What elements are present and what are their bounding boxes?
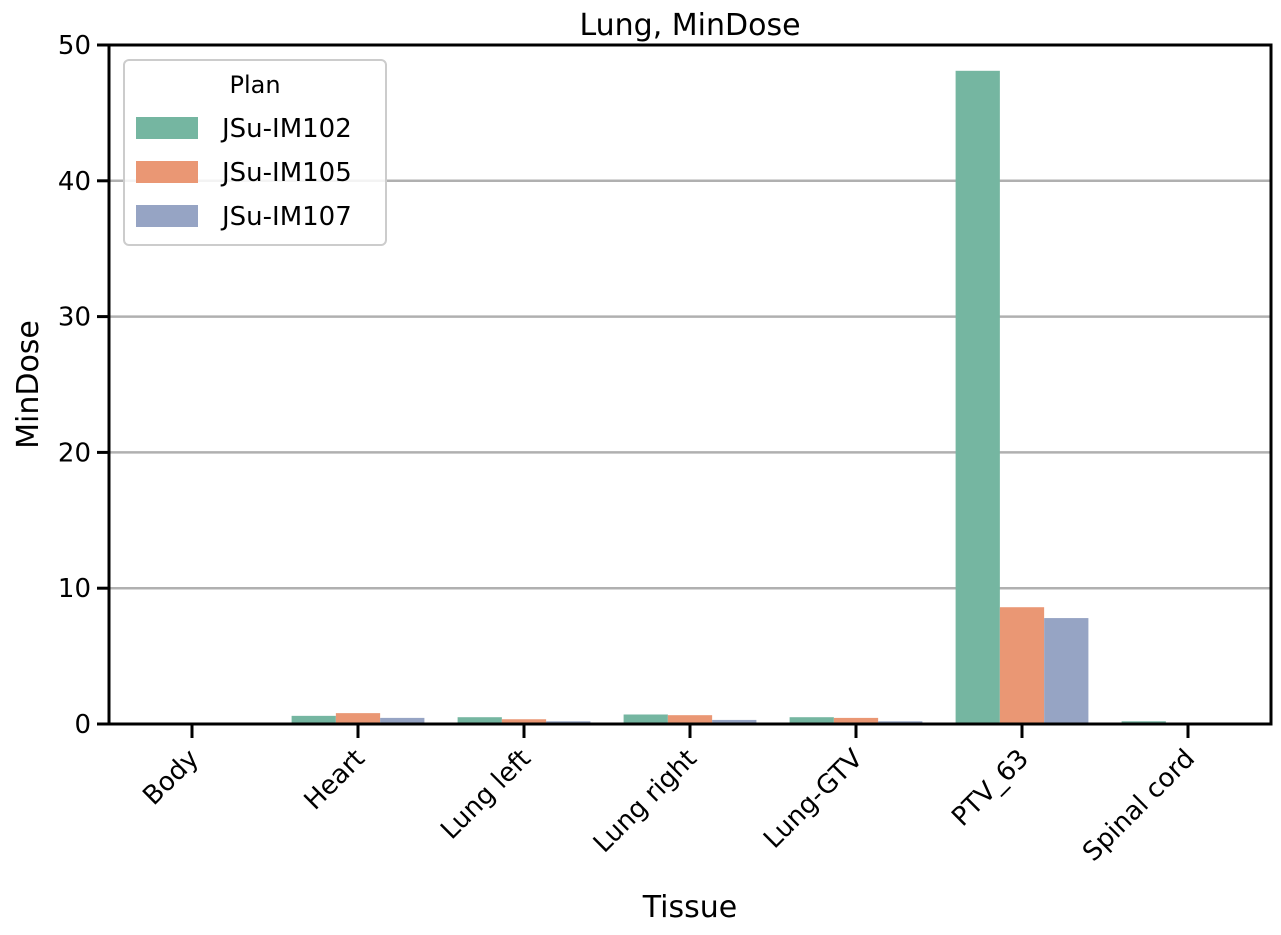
x-tick-label: Heart xyxy=(299,744,371,816)
x-tick-label: Spinal cord xyxy=(1077,744,1201,868)
legend-entry: JSu-IM107 xyxy=(220,202,352,232)
bar xyxy=(999,607,1045,724)
x-tick-label: Body xyxy=(137,744,205,812)
bar xyxy=(623,714,668,724)
y-tick-label: 50 xyxy=(58,31,91,61)
bar xyxy=(833,717,879,724)
legend-swatch xyxy=(136,117,198,139)
y-tick-label: 30 xyxy=(58,303,91,333)
bars-group xyxy=(291,70,1211,724)
legend-swatch xyxy=(136,161,198,183)
bar xyxy=(335,713,381,724)
legend-title: Plan xyxy=(229,71,280,99)
legend-swatch xyxy=(136,205,198,227)
y-axis-label: MinDose xyxy=(11,320,46,449)
chart-title: Lung, MinDose xyxy=(579,8,800,43)
legend-frame xyxy=(123,59,387,246)
bar xyxy=(1044,618,1089,724)
x-axis-label: Tissue xyxy=(642,890,737,925)
y-tick-label: 10 xyxy=(58,574,91,604)
x-tick-label: Lung left xyxy=(435,744,537,846)
x-axis: Body Heart Lung left Lung right Lung-GTV PTV_… xyxy=(137,724,1201,868)
bar xyxy=(380,717,425,724)
bar xyxy=(501,719,547,724)
y-tick-label: 0 xyxy=(74,710,91,740)
legend: Plan JSu-IM102 JSu-IM105 JSu-IM107 xyxy=(123,59,387,246)
x-tick-label: Lung right xyxy=(588,744,703,859)
y-tick-label: 20 xyxy=(58,438,91,468)
bar xyxy=(291,715,336,724)
x-tick-label: Lung-GTV xyxy=(758,744,869,855)
y-axis: 0 10 20 30 40 50 xyxy=(58,31,109,740)
x-tick-label: PTV_63 xyxy=(946,744,1035,833)
legend-entry: JSu-IM102 xyxy=(220,114,352,144)
bar xyxy=(955,70,1000,724)
bar xyxy=(789,717,834,724)
bar xyxy=(457,717,502,724)
legend-entry: JSu-IM105 xyxy=(220,158,352,188)
bar xyxy=(667,715,713,724)
bar xyxy=(712,719,757,724)
y-tick-label: 40 xyxy=(58,167,91,197)
